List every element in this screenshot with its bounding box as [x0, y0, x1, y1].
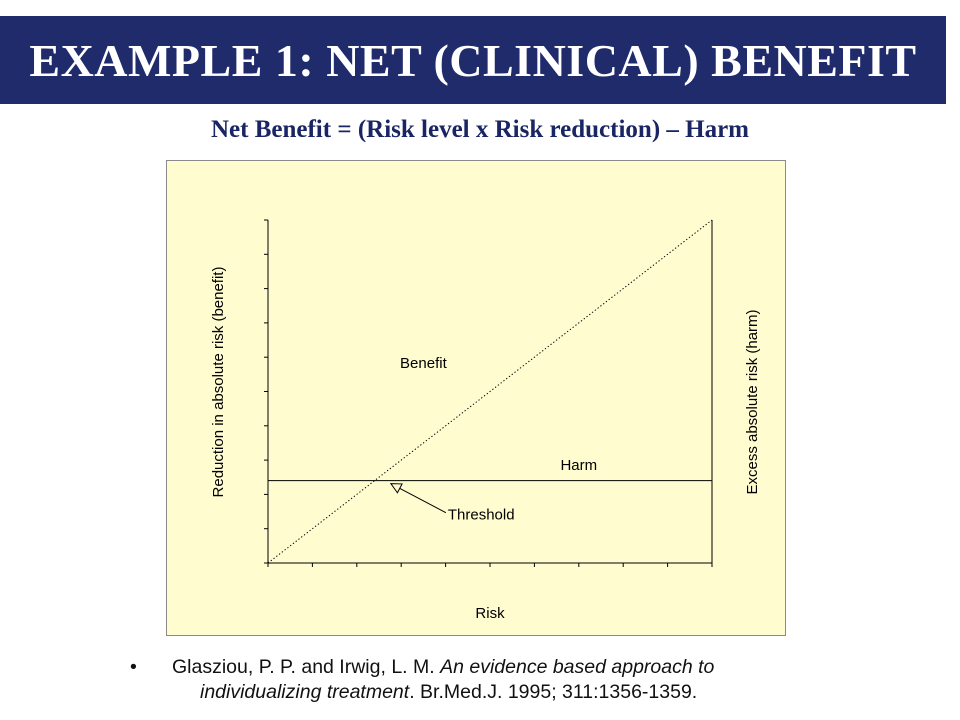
citation-journal: . Br.Med.J. 1995; 311:1356-1359.	[409, 681, 698, 703]
series-line-benefit	[267, 219, 713, 564]
citation-article-title: An evidence based approach to	[440, 656, 715, 678]
right-y-axis-label: Excess absolute risk (harm)	[744, 309, 761, 494]
citation-line-1: Glasziou, P. P. and Irwig, L. M. An evid…	[140, 655, 840, 680]
series-label-benefit: Benefit	[400, 355, 448, 372]
series-label-harm: Harm	[560, 457, 597, 474]
threshold-arrow	[391, 484, 447, 514]
left-y-axis-label: Reduction in absolute risk (benefit)	[210, 267, 227, 498]
x-axis-label: Risk	[475, 605, 505, 622]
chart-panel: Reduction in absolute risk (benefit) Exc…	[166, 160, 786, 636]
net-benefit-chart: Reduction in absolute risk (benefit) Exc…	[210, 219, 761, 622]
threshold-label: Threshold	[448, 507, 515, 524]
slide-title: EXAMPLE 1: NET (CLINICAL) BENEFIT	[29, 34, 917, 86]
citation-line-2: individualizing treatment. Br.Med.J. 199…	[140, 680, 840, 705]
citation-authors: Glasziou, P. P. and Irwig, L. M.	[172, 656, 435, 678]
title-bar: EXAMPLE 1: NET (CLINICAL) BENEFIT	[0, 16, 946, 104]
citation-article-title-cont: individualizing treatment	[200, 681, 410, 703]
citation: • Glasziou, P. P. and Irwig, L. M. An ev…	[130, 655, 840, 705]
net-benefit-formula: Net Benefit = (Risk level x Risk reducti…	[210, 116, 750, 143]
citation-bullet: •	[130, 656, 137, 678]
